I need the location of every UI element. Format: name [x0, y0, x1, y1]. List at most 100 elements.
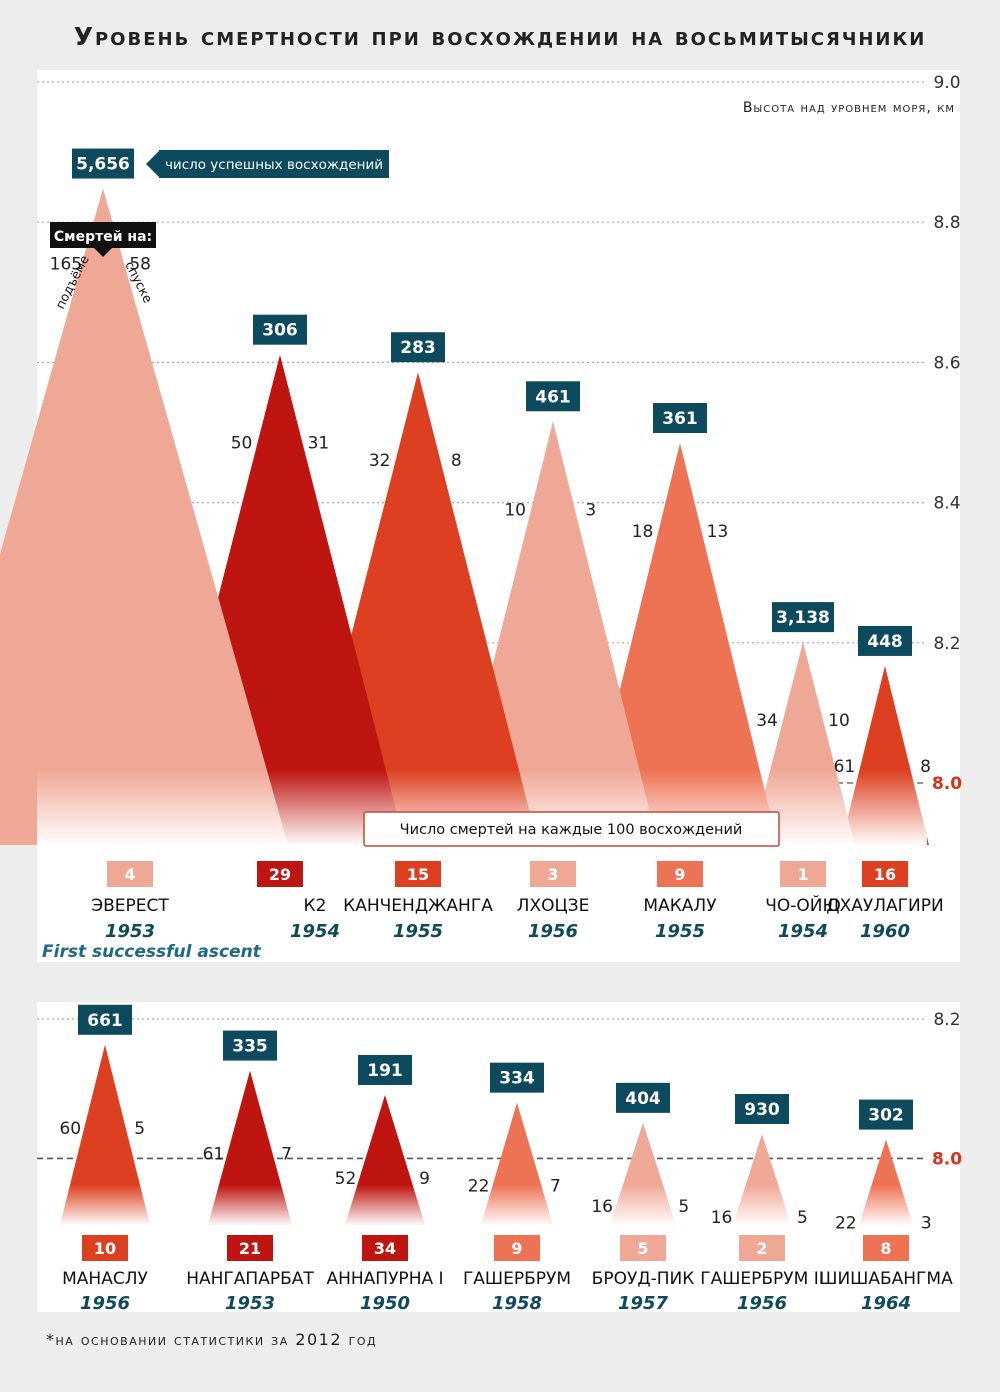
y-tick-label: 8.0	[932, 774, 962, 794]
ascents-badge: 334	[490, 1062, 544, 1093]
mountain-name: ГАШЕРБРУМ	[463, 1269, 571, 1289]
ascents-badge: 930	[735, 1094, 789, 1125]
death-rate-badge-value: 21	[239, 1239, 261, 1258]
ascents-badge-value: 3,138	[776, 608, 830, 628]
y-tick-label: 8.6	[933, 353, 960, 373]
death-rate-badge: 10	[82, 1235, 128, 1261]
death-rate-badge: 21	[227, 1235, 273, 1261]
deaths-descent-label: 31	[308, 434, 330, 454]
death-rate-badge-value: 8	[880, 1239, 891, 1258]
ascents-badge-value: 5,656	[76, 155, 130, 175]
ascents-badge: 191	[358, 1054, 412, 1085]
deaths-ascent-label: 34	[756, 711, 778, 731]
ascents-legend-label: число успешных восхождений	[165, 157, 383, 173]
ascents-badge-box	[526, 381, 580, 412]
first-ascent-year: 1954	[778, 921, 828, 942]
ascents-badge: 404	[616, 1082, 670, 1113]
ascents-badge-value: 930	[744, 1100, 780, 1120]
deaths-descent-label: 13	[707, 522, 729, 542]
mountain-name: КАНЧЕНДЖАНГА	[343, 896, 493, 916]
ascents-badge-box	[391, 332, 445, 363]
death-rate-badge: 29	[257, 861, 303, 887]
chart-title: Уровень смертности при восхождении на во…	[73, 22, 927, 51]
deaths-on-box	[50, 222, 156, 248]
y-tick-label: 8.2	[933, 1010, 960, 1030]
deaths-descent-label: 10	[828, 711, 850, 731]
ascents-badge: 5,656	[72, 148, 134, 179]
death-rate-badge-value: 9	[511, 1239, 522, 1258]
first-ascent-year: 1950	[360, 1293, 410, 1314]
deaths-descent-label: 3	[585, 500, 596, 520]
mountain-name: НАНГАПАРБАТ	[186, 1269, 314, 1289]
death-rate-badge-box	[863, 1235, 909, 1261]
death-rate-badge: 16	[862, 861, 908, 887]
death-rate-badge-box	[780, 861, 826, 887]
deaths-on-pointer	[94, 248, 112, 257]
mountain-name: ДХАУЛАГИРИ	[826, 896, 943, 916]
death-rate-badge-box	[395, 861, 441, 887]
deaths-descent-label: 5	[797, 1208, 808, 1228]
deaths-descent-label: 8	[920, 757, 931, 777]
ascents-badge: 661	[78, 1004, 132, 1035]
deaths-descent-label: 7	[550, 1177, 561, 1197]
ascents-badge: 3,138	[772, 602, 834, 633]
deaths-ascent-label: 60	[59, 1119, 81, 1139]
ascents-badge: 461	[526, 381, 580, 412]
peak-triangle	[60, 1044, 150, 1225]
deaths-on-label: Смертей на:	[54, 229, 152, 245]
ascents-badge-box	[772, 602, 834, 633]
ascents-badge-value: 191	[367, 1061, 403, 1081]
y-tick-label: 8.2	[933, 634, 960, 654]
ascents-badge-value: 361	[662, 409, 698, 429]
ascents-badge-value: 302	[868, 1106, 904, 1126]
deaths-ascent-label: 32	[369, 451, 391, 471]
footnote: *на основании статистики за 2012 год	[46, 1330, 378, 1349]
death-rate-badge: 4	[107, 861, 153, 887]
death-rate-badge-box	[362, 1235, 408, 1261]
ascents-badge-box	[358, 1054, 412, 1085]
ascents-badge-box	[490, 1062, 544, 1093]
altitude-axis-label: Высота над уровнем моря, км	[743, 100, 955, 116]
ascents-badge-box	[616, 1082, 670, 1113]
death-rate-badge-box	[227, 1235, 273, 1261]
ascents-badge-box	[253, 314, 307, 345]
mountain-name: МАКАЛУ	[643, 896, 717, 916]
first-ascent-year: 1956	[737, 1293, 787, 1314]
first-ascent-year: 1960	[860, 921, 910, 942]
y-tick-label: 8.0	[932, 1149, 962, 1169]
ascents-badge-value: 334	[499, 1069, 535, 1089]
death-rate-badge: 34	[362, 1235, 408, 1261]
death-rate-badge-value: 2	[756, 1239, 767, 1258]
first-ascent-year: 1953	[225, 1293, 275, 1314]
ascents-badge: 448	[858, 625, 912, 656]
peak-triangle	[0, 188, 288, 845]
ascents-badge-value: 661	[87, 1011, 123, 1031]
ascents-badge-value: 283	[400, 338, 436, 358]
deaths-ascent-label: 16	[591, 1197, 613, 1217]
mountain-name: ЭВЕРЕСТ	[91, 896, 169, 916]
first-ascent-year: 1955	[655, 921, 705, 942]
mountain-name: ЛХОЦЗЕ	[517, 896, 590, 916]
deaths-descent-label: 5	[134, 1119, 145, 1139]
death-rate-badge-value: 5	[637, 1239, 648, 1258]
ascents-badge-box	[858, 625, 912, 656]
ascents-badge-box	[72, 148, 134, 179]
ascents-badge-value: 335	[232, 1037, 268, 1057]
deaths-descent-label: 8	[451, 451, 462, 471]
ascents-badge-box	[653, 403, 707, 434]
death-rate-badge: 8	[863, 1235, 909, 1261]
deaths-ascent-label: 16	[711, 1208, 733, 1228]
death-rate-badge-box	[257, 861, 303, 887]
mountain-name: АННАПУРНА I	[326, 1269, 443, 1289]
death-rate-badge-box	[739, 1235, 785, 1261]
first-ascent-year: 1964	[861, 1293, 911, 1314]
ascents-badge-box	[78, 1004, 132, 1035]
ascents-badge: 306	[253, 314, 307, 345]
death-rate-badge: 9	[494, 1235, 540, 1261]
death-rate-badge-value: 15	[407, 865, 429, 884]
death-rate-badge-box	[530, 861, 576, 887]
ascents-badge-box	[735, 1094, 789, 1125]
y-tick-label: 9.0	[933, 73, 960, 93]
death-rate-badge-value: 3	[547, 865, 558, 884]
